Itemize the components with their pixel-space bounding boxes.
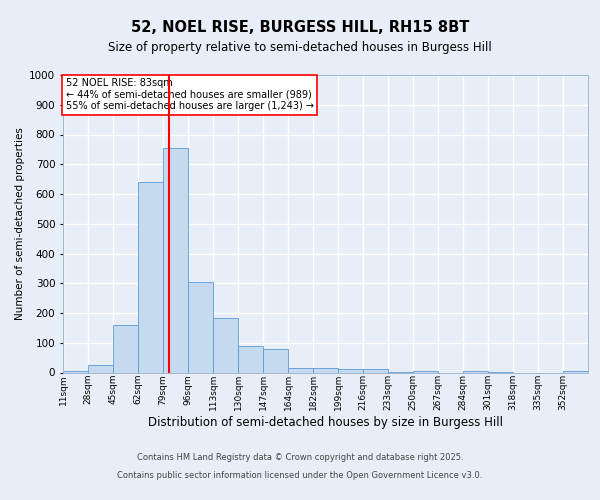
- Bar: [563, 371, 587, 372]
- Bar: [113, 325, 137, 372]
- Y-axis label: Number of semi-detached properties: Number of semi-detached properties: [15, 128, 25, 320]
- Bar: [288, 368, 313, 372]
- Text: 52 NOEL RISE: 83sqm
← 44% of semi-detached houses are smaller (989)
55% of semi-: 52 NOEL RISE: 83sqm ← 44% of semi-detach…: [65, 78, 314, 111]
- Bar: [313, 368, 337, 372]
- Bar: [188, 282, 212, 372]
- Bar: [238, 346, 263, 372]
- Bar: [363, 369, 388, 372]
- Text: Contains HM Land Registry data © Crown copyright and database right 2025.: Contains HM Land Registry data © Crown c…: [137, 453, 463, 462]
- Text: Contains public sector information licensed under the Open Government Licence v3: Contains public sector information licen…: [118, 472, 482, 480]
- Bar: [63, 371, 88, 372]
- Bar: [138, 182, 163, 372]
- Bar: [263, 350, 287, 372]
- Bar: [163, 148, 187, 372]
- X-axis label: Distribution of semi-detached houses by size in Burgess Hill: Distribution of semi-detached houses by …: [148, 416, 503, 429]
- Bar: [413, 371, 437, 372]
- Text: Size of property relative to semi-detached houses in Burgess Hill: Size of property relative to semi-detach…: [108, 40, 492, 54]
- Text: 52, NOEL RISE, BURGESS HILL, RH15 8BT: 52, NOEL RISE, BURGESS HILL, RH15 8BT: [131, 20, 469, 36]
- Bar: [338, 369, 362, 372]
- Bar: [88, 365, 113, 372]
- Bar: [213, 318, 238, 372]
- Bar: [463, 371, 488, 372]
